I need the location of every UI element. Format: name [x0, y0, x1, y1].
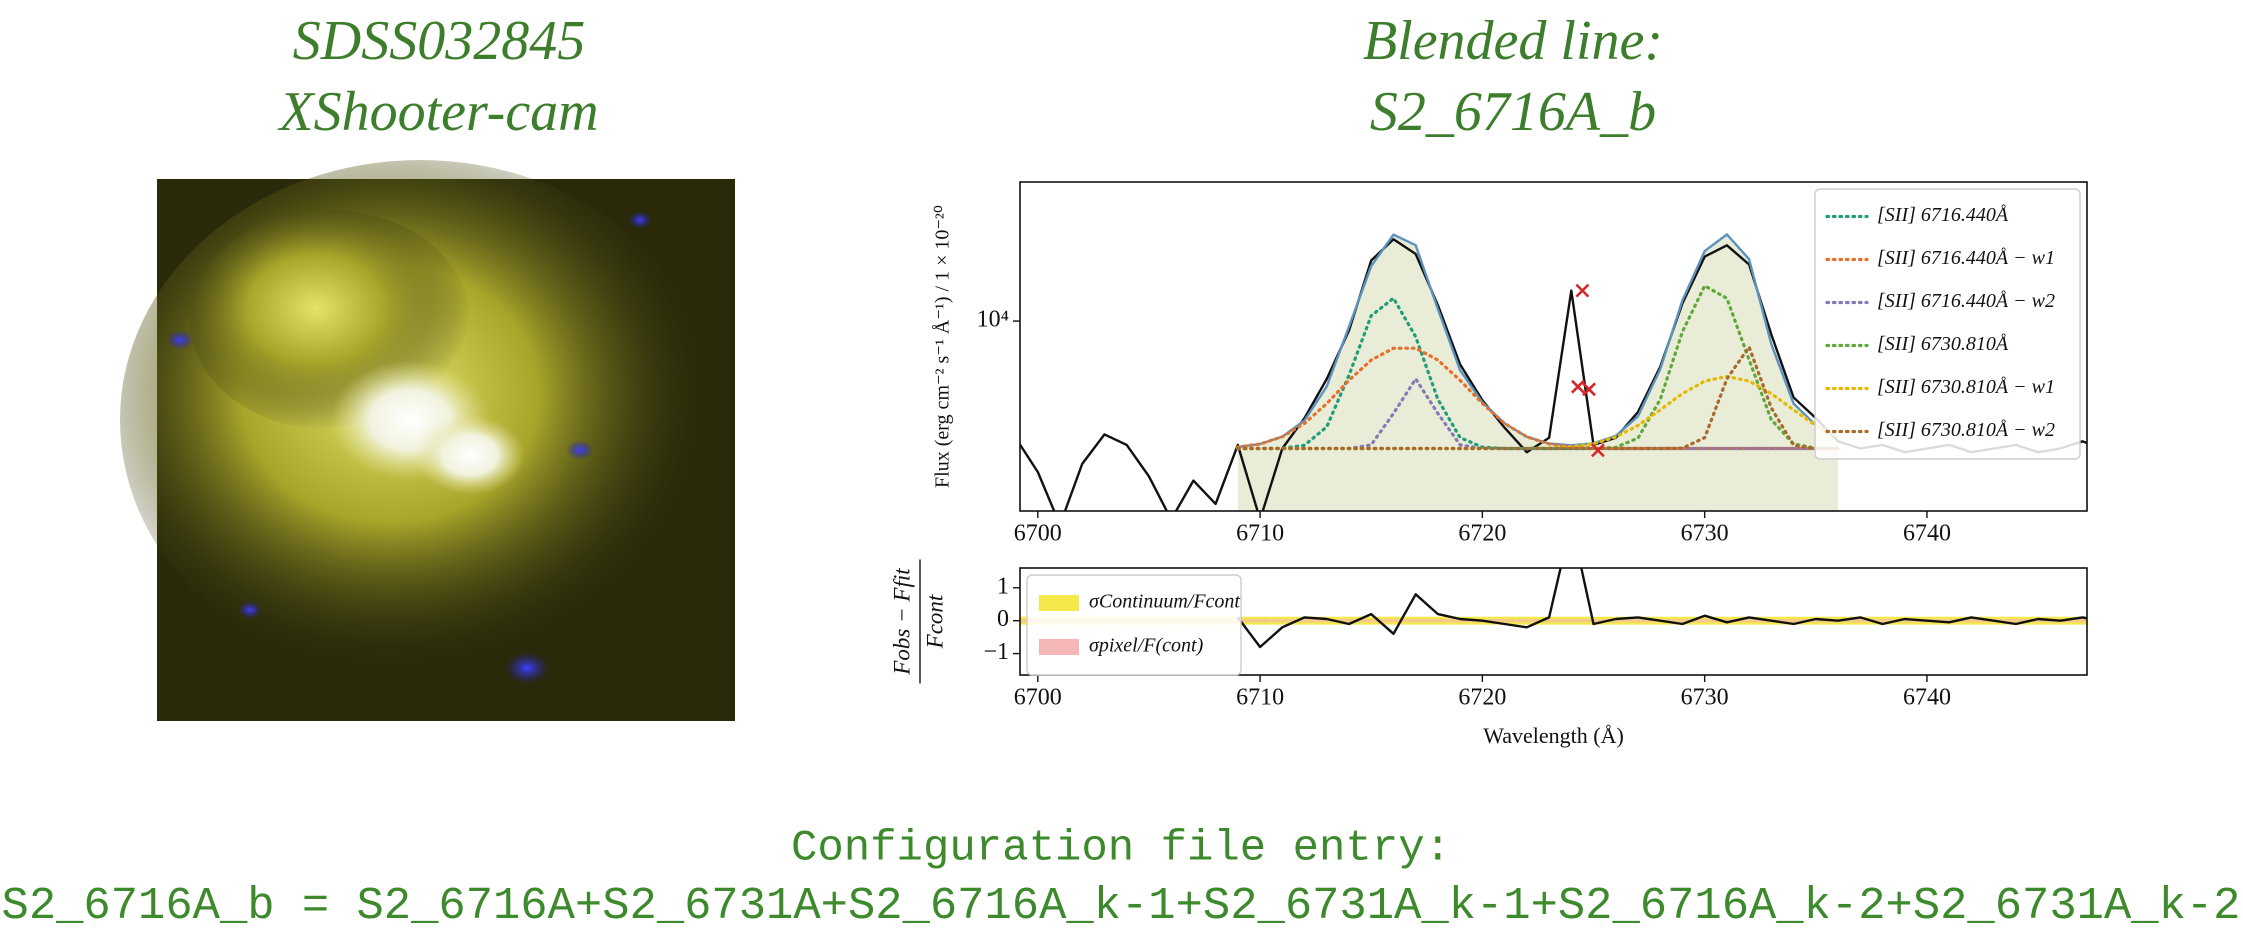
sigma-band [1493, 619, 1516, 623]
legend-swatch [1039, 639, 1079, 655]
sigma-band [2094, 617, 2116, 625]
masked-point [1575, 283, 1590, 298]
image-subtitle: XShooter-cam [277, 81, 598, 143]
sigma-band [1020, 619, 1027, 623]
sigma-band [1960, 619, 1983, 623]
y-tick-label: 0 [997, 606, 1009, 632]
sigma-band [1315, 619, 1338, 623]
sigma-band [1248, 619, 1272, 623]
sigma-band [1360, 619, 1383, 623]
sigma-band [1804, 619, 1827, 623]
sigma-band [1426, 619, 1450, 623]
legend-label: [SII] 6730.810Å [1877, 333, 2009, 355]
y-tick-label: −1 [983, 639, 1009, 665]
legend-label: σpixel/F(cont) [1089, 635, 1204, 657]
legend-label: σContinuum/Fcont [1089, 591, 1240, 613]
sigma-band [1271, 619, 1294, 623]
sigma-band [1782, 619, 1805, 623]
sigma-band [1893, 619, 1916, 623]
x-tick-label: 6730 [1681, 521, 1729, 547]
sigma-band [1671, 619, 1694, 623]
x-tick-label: 6710 [1236, 521, 1284, 547]
sigma-band [2071, 619, 2087, 623]
legend-label: [SII] 6730.810Å − w2 [1877, 419, 2055, 441]
x-tick-label: 6740 [1903, 521, 1951, 547]
sigma-band [2004, 619, 2027, 623]
sigma-band [2026, 619, 2050, 623]
sigma-band [1738, 619, 1761, 623]
sigma-band [1604, 619, 1627, 623]
legend-swatch [1039, 595, 1079, 611]
sigma-band [1693, 619, 1716, 623]
sigma-band [1449, 619, 1472, 623]
legend-label: [SII] 6730.810Å − w1 [1877, 376, 2055, 398]
sigma-band [1626, 619, 1650, 623]
y-tick-label: 1 [997, 573, 1009, 599]
x-tick-label: 6720 [1458, 685, 1506, 711]
x-tick-label: 6710 [1236, 685, 1284, 711]
x-tick-label: 6700 [1014, 521, 1062, 547]
y-label: Fobs − Ffit Fcont [889, 559, 947, 684]
y-label-numerator: Fobs − Ffit [889, 568, 914, 676]
sigma-band [1515, 619, 1538, 623]
masked-point [1582, 382, 1596, 397]
sigma-band [1871, 619, 1894, 623]
x-tick-label: 6730 [1681, 685, 1729, 711]
chart-title: S2_6716A_b [1370, 81, 1656, 143]
sigma-band [1382, 619, 1405, 623]
x-tick-label: 6740 [1903, 685, 1951, 711]
sigma-band [1293, 619, 1316, 623]
fit-area [1237, 234, 1839, 511]
x-label: Wavelength (Å) [1483, 723, 1624, 748]
legend-box [1026, 574, 1242, 676]
x-tick-label: 6720 [1458, 521, 1506, 547]
sigma-band [1938, 619, 1961, 623]
sigma-band [1337, 619, 1361, 623]
y-label-denominator: Fcont [922, 594, 947, 649]
y-tick-label: 10⁴ [977, 307, 1009, 333]
galaxy-image [120, 160, 735, 721]
sigma-band [1849, 619, 1872, 623]
legend-box [1814, 188, 2081, 460]
config-heading: Configuration file entry: [791, 824, 1451, 874]
config-entry: S2_6716A_b = S2_6716A+S2_6731A+S2_6716A_… [2, 880, 2241, 932]
y-label: Flux (erg cm⁻² s⁻¹ Å⁻¹) / 1 × 10⁻²⁰ [932, 205, 954, 488]
x-tick-label: 6700 [1014, 685, 1062, 711]
sigma-band [2094, 619, 2116, 622]
plot-frame [1019, 181, 2088, 512]
plot-frame [1019, 567, 2088, 676]
sigma-band [1404, 619, 1427, 623]
component-line [1236, 345, 1840, 451]
legend-label: [SII] 6716.440Å − w1 [1877, 247, 2055, 269]
masked-point [1571, 379, 1585, 394]
chart-title: Blended line: [1363, 10, 1663, 72]
legend-label: [SII] 6716.440Å [1877, 204, 2009, 226]
sigma-band [1537, 619, 1561, 623]
sigma-band [1715, 619, 1739, 623]
legend-label: [SII] 6716.440Å − w2 [1877, 290, 2055, 312]
spectrum-line [1236, 568, 2087, 649]
image-title: SDSS032845 [293, 10, 585, 72]
sigma-band [1560, 619, 1583, 623]
masked-point [1591, 443, 1605, 458]
